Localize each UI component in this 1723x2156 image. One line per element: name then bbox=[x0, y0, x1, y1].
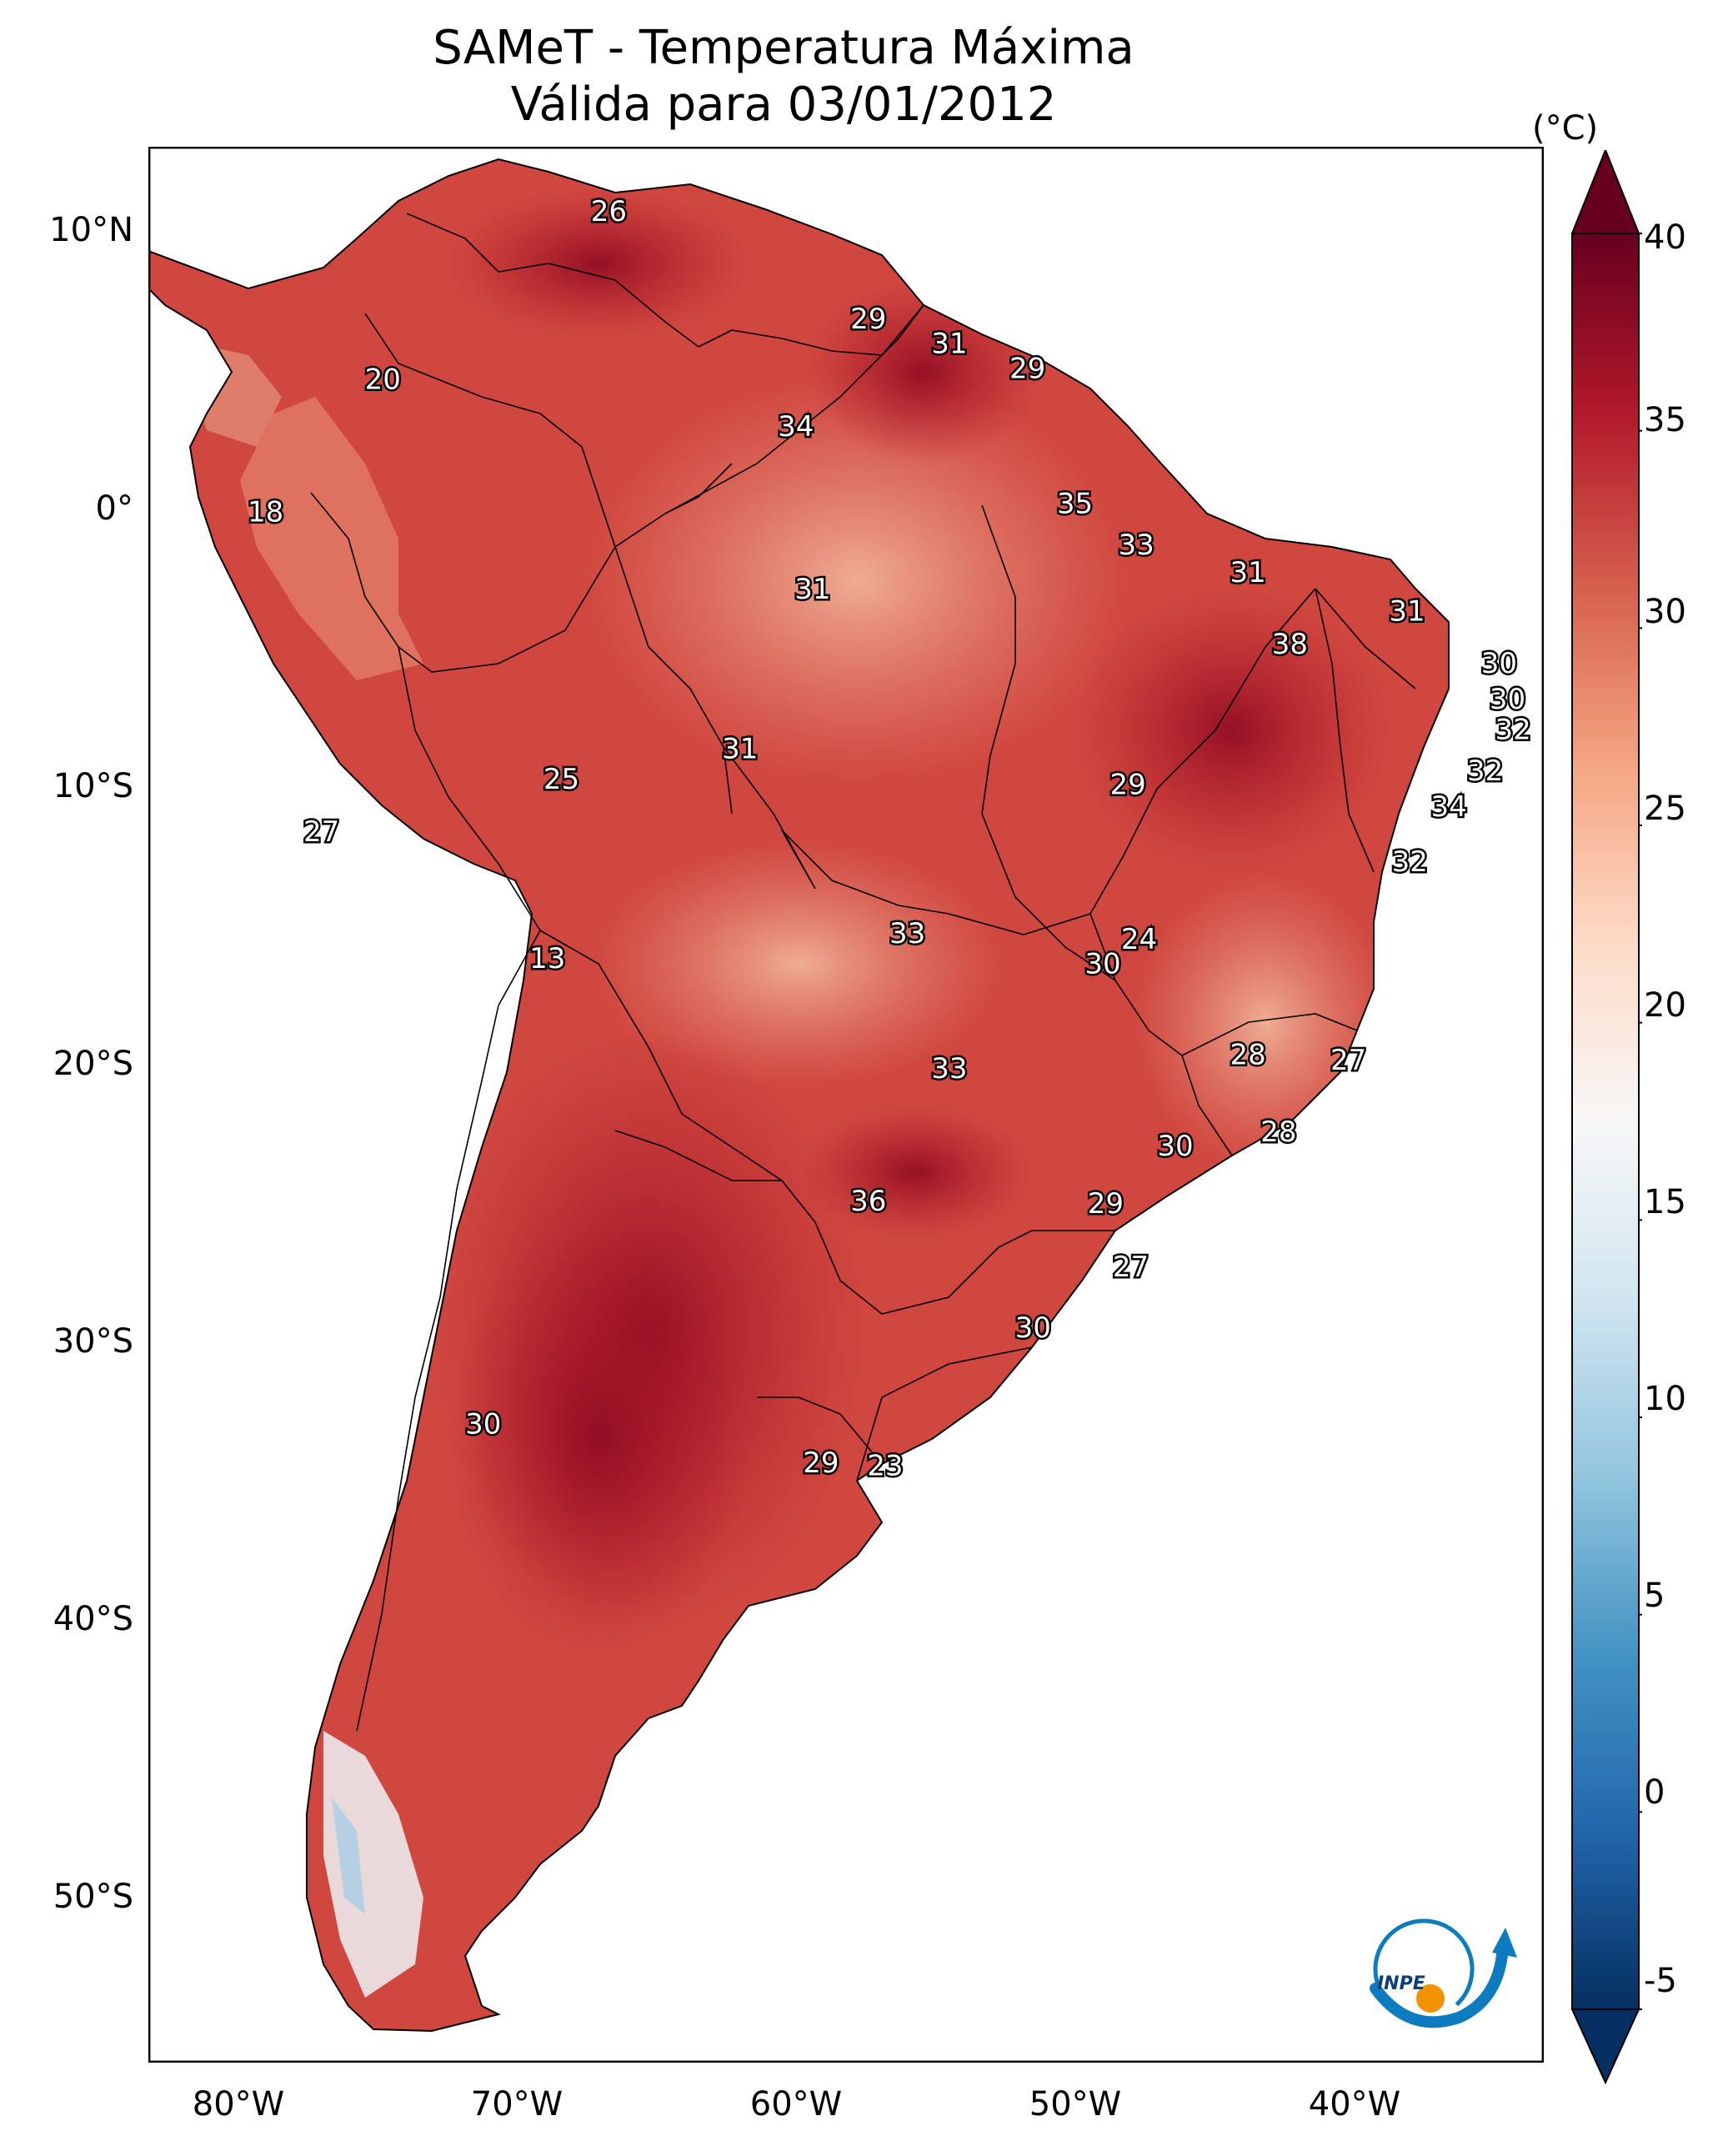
lat-tick: 10°N bbox=[49, 211, 133, 249]
temperature-label: 30 bbox=[1481, 647, 1517, 680]
temperature-label: 30 bbox=[465, 1408, 501, 1442]
colorbar-tick: 40 bbox=[1644, 218, 1686, 257]
temperature-label: 33 bbox=[889, 917, 925, 950]
temperature-label: 35 bbox=[1057, 487, 1093, 520]
map-title: SAMeT - Temperatura Máxima Válida para 0… bbox=[0, 20, 1567, 133]
lat-tick: 40°S bbox=[53, 1600, 133, 1638]
temperature-label: 33 bbox=[1119, 529, 1155, 562]
title-line-2: Válida para 03/01/2012 bbox=[510, 78, 1057, 132]
lat-tick: 20°S bbox=[53, 1045, 133, 1083]
temperature-label: 27 bbox=[303, 815, 339, 849]
colorbar-tick: 15 bbox=[1644, 1183, 1686, 1221]
temperature-label: 20 bbox=[365, 364, 401, 397]
lat-tick: 0° bbox=[95, 489, 133, 528]
colorbar-unit: (°C) bbox=[1532, 109, 1599, 148]
colorbar-tick: 10 bbox=[1644, 1380, 1686, 1418]
temperature-label: 32 bbox=[1467, 755, 1503, 788]
temperature-label: 31 bbox=[722, 733, 758, 766]
temperature-label: 33 bbox=[931, 1052, 967, 1086]
temperature-label: 28 bbox=[1230, 1039, 1265, 1072]
lat-tick: 10°S bbox=[53, 767, 133, 805]
temperature-label: 27 bbox=[1330, 1044, 1366, 1077]
title-line-1: SAMeT - Temperatura Máxima bbox=[433, 21, 1134, 75]
temperature-label: 31 bbox=[794, 573, 830, 606]
lon-tick: 40°W bbox=[1308, 2085, 1401, 2123]
colorbar-tick: 30 bbox=[1644, 593, 1686, 631]
temperature-label: 34 bbox=[1431, 790, 1467, 824]
temperature-label: 27 bbox=[1113, 1251, 1149, 1284]
temperature-label: 31 bbox=[931, 328, 967, 361]
map-axes-frame bbox=[148, 147, 1544, 2063]
temperature-label: 29 bbox=[1110, 769, 1146, 802]
inpe-logo: INPE bbox=[1370, 1918, 1517, 2028]
temperature-label: 30 bbox=[1490, 683, 1525, 716]
colorbar-min-extension bbox=[1570, 2008, 1640, 2084]
temperature-label: 34 bbox=[778, 410, 814, 444]
temperature-label: 28 bbox=[1260, 1116, 1296, 1149]
temperature-label: 31 bbox=[1389, 594, 1425, 628]
lat-tick: 30°S bbox=[53, 1322, 133, 1361]
temperature-label: 13 bbox=[529, 942, 565, 975]
temperature-label: 31 bbox=[1230, 556, 1265, 589]
temperature-label: 30 bbox=[1157, 1130, 1193, 1163]
colorbar-tick: -5 bbox=[1644, 1962, 1677, 2000]
colorbar-gradient bbox=[1571, 233, 1640, 2010]
temperature-label: 18 bbox=[248, 495, 283, 529]
colorbar-tick: 35 bbox=[1644, 401, 1686, 439]
temperature-label: 29 bbox=[850, 303, 886, 336]
temperature-label: 30 bbox=[1084, 948, 1120, 981]
lon-tick: 70°W bbox=[470, 2085, 563, 2123]
lon-tick: 60°W bbox=[749, 2085, 843, 2123]
colorbar-tick: 25 bbox=[1644, 790, 1686, 828]
temperature-label: 23 bbox=[867, 1449, 903, 1482]
temperature-label: 26 bbox=[591, 195, 627, 228]
temperature-label: 29 bbox=[1088, 1187, 1124, 1221]
colorbar-tick: 5 bbox=[1644, 1577, 1665, 1615]
map-area: 26 29 31 29 20 34 35 18 33 31 31 31 38 30 30 32 31 32 25 29… bbox=[148, 147, 1544, 2063]
temperature-label: 24 bbox=[1121, 923, 1157, 956]
temperature-label: 29 bbox=[803, 1447, 839, 1480]
temperature-label: 30 bbox=[1015, 1311, 1051, 1345]
temperature-label: 36 bbox=[850, 1185, 886, 1218]
temperature-label: 32 bbox=[1495, 713, 1531, 746]
colorbar-max-extension bbox=[1570, 150, 1640, 234]
temperature-label: 32 bbox=[1392, 845, 1428, 879]
temperature-label: 38 bbox=[1272, 628, 1308, 661]
lon-tick: 80°W bbox=[192, 2085, 285, 2123]
colorbar-tick: 20 bbox=[1644, 986, 1686, 1025]
temperature-label: 25 bbox=[543, 763, 579, 796]
lon-tick: 50°W bbox=[1029, 2085, 1122, 2123]
colorbar-tick: 0 bbox=[1644, 1773, 1665, 1812]
temperature-label: 29 bbox=[1009, 352, 1045, 385]
lat-tick: 50°S bbox=[53, 1878, 133, 1916]
country-borders bbox=[310, 213, 1416, 1732]
colorbar bbox=[1570, 150, 1642, 2084]
logo-text: INPE bbox=[1377, 1973, 1425, 1994]
